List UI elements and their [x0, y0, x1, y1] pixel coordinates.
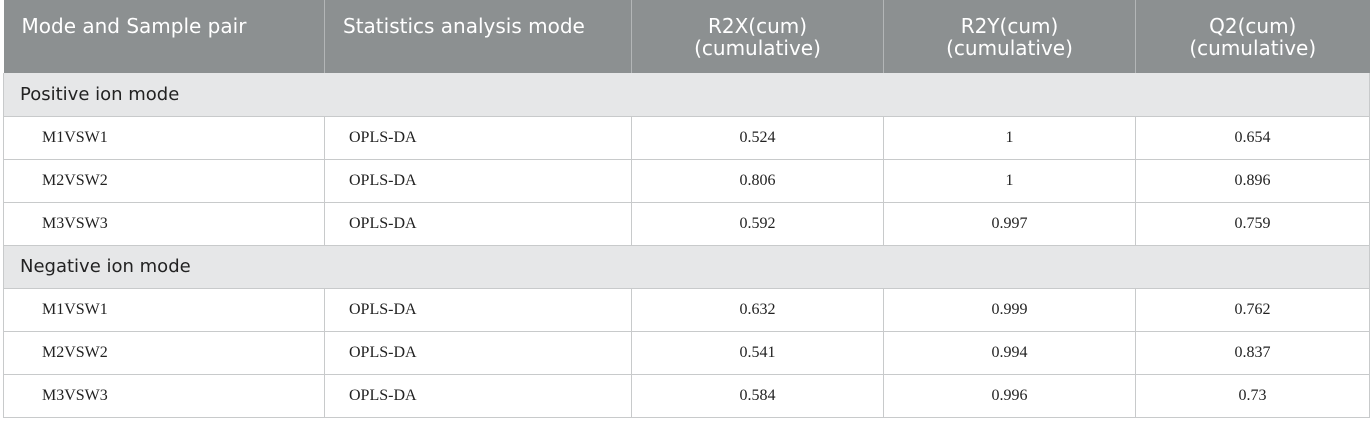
group-row-negative: Negative ion mode: [3, 245, 1370, 289]
header-q2: Q2(cum) (cumulative): [1135, 0, 1370, 73]
cell-r2y: 0.999: [883, 287, 1136, 332]
cell-q2: 0.654: [1135, 115, 1370, 160]
header-statistics-mode: Statistics analysis mode: [324, 0, 632, 73]
header-r2y: R2Y(cum) (cumulative): [883, 0, 1136, 73]
table-row: M1VSW1 OPLS-DA 0.524 1 0.654: [3, 115, 1370, 160]
cell-pair: M3VSW3: [3, 201, 325, 246]
cell-r2x: 0.524: [631, 115, 884, 160]
cell-mode: OPLS-DA: [324, 158, 632, 203]
cell-q2: 0.896: [1135, 158, 1370, 203]
group-label: Positive ion mode: [3, 73, 1370, 117]
cell-r2y: 0.996: [883, 373, 1136, 418]
table-row: M2VSW2 OPLS-DA 0.541 0.994 0.837: [3, 330, 1370, 375]
cell-r2y: 0.997: [883, 201, 1136, 246]
header-q2-line1: Q2(cum): [1209, 14, 1297, 38]
group-row-positive: Positive ion mode: [3, 73, 1370, 117]
group-label: Negative ion mode: [3, 245, 1370, 289]
cell-pair: M2VSW2: [3, 330, 325, 375]
cell-mode: OPLS-DA: [324, 201, 632, 246]
header-mode-sample-pair: Mode and Sample pair: [3, 0, 325, 73]
cell-r2x: 0.584: [631, 373, 884, 418]
cell-mode: OPLS-DA: [324, 287, 632, 332]
cell-r2x: 0.592: [631, 201, 884, 246]
cell-r2y: 0.994: [883, 330, 1136, 375]
header-r2x-line2: (cumulative): [694, 36, 821, 60]
cell-pair: M3VSW3: [3, 373, 325, 418]
cell-mode: OPLS-DA: [324, 373, 632, 418]
cell-pair: M1VSW1: [3, 287, 325, 332]
results-table: Mode and Sample pair Statistics analysis…: [3, 0, 1370, 418]
cell-q2: 0.762: [1135, 287, 1370, 332]
cell-pair: M2VSW2: [3, 158, 325, 203]
cell-r2x: 0.806: [631, 158, 884, 203]
cell-r2x: 0.632: [631, 287, 884, 332]
cell-q2: 0.759: [1135, 201, 1370, 246]
cell-pair: M1VSW1: [3, 115, 325, 160]
cell-r2x: 0.541: [631, 330, 884, 375]
table-header: Mode and Sample pair Statistics analysis…: [3, 0, 1370, 73]
cell-q2: 0.73: [1135, 373, 1370, 418]
cell-q2: 0.837: [1135, 330, 1370, 375]
header-q2-line2: (cumulative): [1189, 36, 1317, 60]
header-row: Mode and Sample pair Statistics analysis…: [3, 0, 1370, 73]
table-row: M2VSW2 OPLS-DA 0.806 1 0.896: [3, 158, 1370, 203]
table-body: Positive ion mode M1VSW1 OPLS-DA 0.524 1…: [3, 73, 1370, 418]
table-row: M3VSW3 OPLS-DA 0.592 0.997 0.759: [3, 201, 1370, 246]
table-row: M3VSW3 OPLS-DA 0.584 0.996 0.73: [3, 373, 1370, 418]
header-r2x: R2X(cum) (cumulative): [631, 0, 884, 73]
header-r2y-line1: R2Y(cum): [960, 14, 1059, 38]
header-r2x-line1: R2X(cum): [707, 14, 808, 38]
header-r2y-line2: (cumulative): [946, 36, 1073, 60]
table-row: M1VSW1 OPLS-DA 0.632 0.999 0.762: [3, 287, 1370, 332]
cell-r2y: 1: [883, 158, 1136, 203]
cell-r2y: 1: [883, 115, 1136, 160]
cell-mode: OPLS-DA: [324, 330, 632, 375]
cell-mode: OPLS-DA: [324, 115, 632, 160]
